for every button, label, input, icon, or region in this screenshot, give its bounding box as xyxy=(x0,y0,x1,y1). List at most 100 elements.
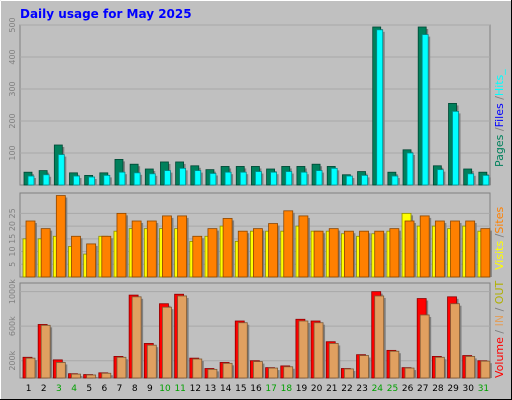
bar-in-day-22 xyxy=(343,368,354,379)
bar-sites-day-4 xyxy=(71,235,81,278)
day-label: 16 xyxy=(250,384,262,394)
day-label: 31 xyxy=(478,384,489,394)
bar-hits-day-26 xyxy=(406,152,414,186)
axis-label-part: Hits xyxy=(493,74,506,96)
y-tick-label: 25 xyxy=(8,208,17,218)
bar-in-day-1 xyxy=(25,357,36,379)
axis-label-part: / xyxy=(493,326,506,337)
bar-hits-day-28 xyxy=(436,169,444,186)
bar-in-day-25 xyxy=(389,350,400,379)
axis-label-part: Volume xyxy=(493,337,506,378)
day-label: 3 xyxy=(56,384,62,394)
day-label: 1 xyxy=(26,384,32,394)
bar-in-day-13 xyxy=(207,368,218,379)
volume-panel: 200k 600k 1000k Volume / IN / OUT xyxy=(8,279,506,379)
y-tick-label: 10 xyxy=(8,246,17,256)
bar-hits-day-29 xyxy=(452,111,459,186)
day-label: 17 xyxy=(265,384,276,394)
hits-y-tick-labels: 100 200 300 400 500 xyxy=(8,17,17,160)
bar-in-day-19 xyxy=(298,320,309,379)
bar-in-day-23 xyxy=(359,355,369,379)
bar-sites-day-21 xyxy=(328,228,339,278)
day-label: 19 xyxy=(296,384,308,394)
bar-hits-day-23 xyxy=(361,174,368,186)
y-tick-label: 20 xyxy=(8,221,17,231)
day-label: 8 xyxy=(132,384,138,394)
bar-sites-day-9 xyxy=(146,220,157,278)
bar-in-day-14 xyxy=(222,362,233,379)
bar-hits-day-2 xyxy=(42,174,50,186)
volume-axis-label: Volume / IN / OUT xyxy=(493,280,506,378)
y-tick-label: 600k xyxy=(8,316,17,336)
bar-in-day-17 xyxy=(268,367,278,379)
day-label: 28 xyxy=(432,384,444,394)
day-label: 22 xyxy=(341,384,352,394)
y-tick-label: 400 xyxy=(8,49,17,64)
day-label: 13 xyxy=(205,384,216,394)
bar-in-day-7 xyxy=(116,356,127,379)
y-tick-label: 1000k xyxy=(8,279,17,304)
bar-sites-day-31 xyxy=(480,228,491,278)
bar-sites-day-7 xyxy=(116,212,127,278)
y-tick-label: 15 xyxy=(8,234,17,244)
bar-in-day-12 xyxy=(192,358,203,379)
day-label: 21 xyxy=(326,384,337,394)
hits-bars xyxy=(23,26,491,186)
axis-label-part: Pages xyxy=(493,134,506,167)
bar-sites-day-16 xyxy=(253,228,263,278)
bar-hits-day-25 xyxy=(391,175,399,186)
bar-sites-day-6 xyxy=(101,235,112,278)
bar-in-day-3 xyxy=(55,362,66,379)
day-label: 7 xyxy=(117,384,123,394)
bar-in-day-10 xyxy=(162,306,172,379)
bar-hits-day-18 xyxy=(285,171,293,186)
bar-in-day-27 xyxy=(419,314,430,379)
bar-in-day-6 xyxy=(101,372,112,379)
y-tick-label: 200k xyxy=(8,350,17,370)
bar-in-day-26 xyxy=(404,367,415,379)
bar-sites-day-14 xyxy=(222,218,233,278)
bar-hits-day-1 xyxy=(27,175,35,186)
bar-in-day-28 xyxy=(434,356,445,379)
axis-label-part: Visits xyxy=(493,241,506,270)
bar-sites-day-3 xyxy=(55,195,66,278)
bar-in-day-31 xyxy=(480,360,491,379)
bar-in-day-2 xyxy=(40,324,51,379)
bar-sites-day-10 xyxy=(162,215,172,278)
bar-hits-day-6 xyxy=(103,174,111,186)
bar-hits-day-24 xyxy=(376,29,384,186)
bar-in-day-20 xyxy=(313,322,324,379)
hits-axis-label: Pages /Files /Hits_ xyxy=(493,69,506,167)
day-label: 5 xyxy=(86,384,92,394)
bar-sites-day-12 xyxy=(192,235,203,278)
bar-sites-day-18 xyxy=(283,210,294,278)
volume-bars xyxy=(22,291,492,379)
bar-in-day-16 xyxy=(253,361,263,379)
sites-panel: 5 10 15 20 25 Visits /Sites xyxy=(8,192,506,278)
bar-hits-day-27 xyxy=(421,34,429,186)
bar-hits-day-13 xyxy=(209,173,217,186)
bar-in-day-21 xyxy=(328,343,339,379)
y-tick-label: 5 xyxy=(8,262,17,267)
bar-in-day-5 xyxy=(86,374,97,379)
bar-hits-day-14 xyxy=(224,171,232,186)
bar-in-day-24 xyxy=(374,295,385,379)
day-axis-labels: 1 2 3 4 5 6 7 8 9 10 11 12 13 14 15 16 17 18 19 20 21 22 23 24 2… xyxy=(26,384,489,394)
day-label: 25 xyxy=(387,384,398,394)
bar-hits-day-5 xyxy=(88,176,96,186)
day-label: 2 xyxy=(41,384,47,394)
bar-hits-day-11 xyxy=(179,167,187,186)
day-label: 11 xyxy=(174,384,185,394)
day-label: 9 xyxy=(147,384,153,394)
bar-hits-day-3 xyxy=(57,154,65,186)
bar-hits-day-30 xyxy=(467,173,475,186)
bar-sites-day-25 xyxy=(389,228,400,278)
bar-in-day-30 xyxy=(465,356,476,379)
hits-gridlines xyxy=(20,24,490,154)
bar-sites-day-30 xyxy=(465,220,476,278)
bar-in-day-15 xyxy=(237,322,248,379)
bar-hits-day-10 xyxy=(164,170,171,186)
axis-label-part: / xyxy=(493,127,506,134)
